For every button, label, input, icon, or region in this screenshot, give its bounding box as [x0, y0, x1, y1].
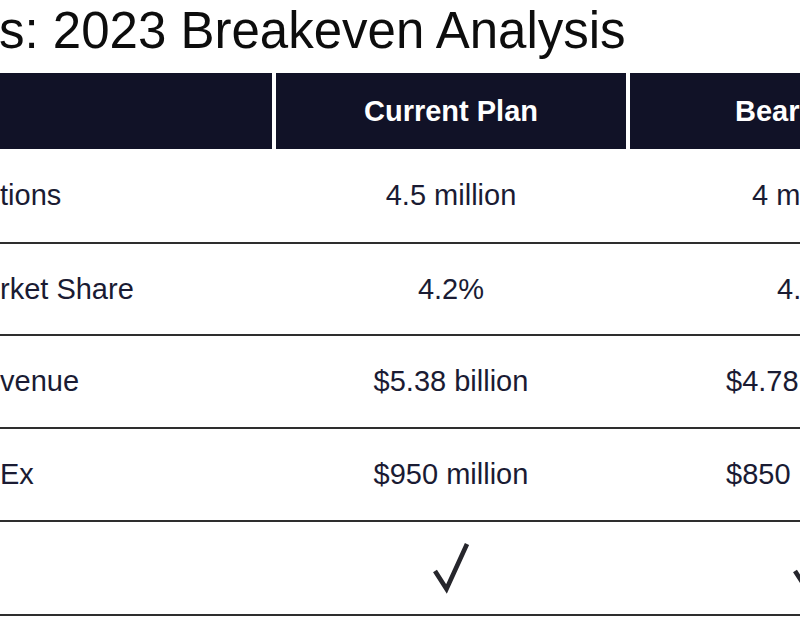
checkmark-icon: [430, 541, 472, 595]
current-plan-value: $950 million: [276, 429, 626, 520]
bear-case-value: [790, 522, 800, 614]
table-row: venue $5.38 billion $4.78: [0, 336, 800, 429]
row-label: Ex: [0, 429, 34, 520]
header-cell-current-plan: Current Plan: [276, 73, 626, 149]
bear-case-value: 4.: [777, 244, 800, 334]
bear-case-value: $4.78: [726, 336, 799, 427]
table-row: [0, 522, 800, 616]
bear-case-value: 4 m: [752, 149, 800, 242]
current-plan-value: 4.2%: [276, 244, 626, 334]
breakeven-analysis-table-crop: s: 2023 Breakeven Analysis Current Plan …: [0, 0, 800, 632]
current-plan-value: [276, 522, 626, 614]
checkmark-icon: [790, 541, 800, 595]
bear-case-value: $850: [726, 429, 791, 520]
current-plan-value: 4.5 million: [276, 149, 626, 242]
current-plan-value: $5.38 billion: [276, 336, 626, 427]
header-cell-row-labels: [0, 73, 272, 149]
page-title: s: 2023 Breakeven Analysis: [0, 5, 626, 56]
row-label: rket Share: [0, 244, 134, 334]
table-row: tions 4.5 million 4 m: [0, 149, 800, 244]
row-label: tions: [0, 149, 61, 242]
header-cell-bear-case: Bear: [630, 73, 800, 149]
row-label: venue: [0, 336, 79, 427]
table-row: rket Share 4.2% 4.: [0, 244, 800, 336]
table-row: Ex $950 million $850: [0, 429, 800, 522]
